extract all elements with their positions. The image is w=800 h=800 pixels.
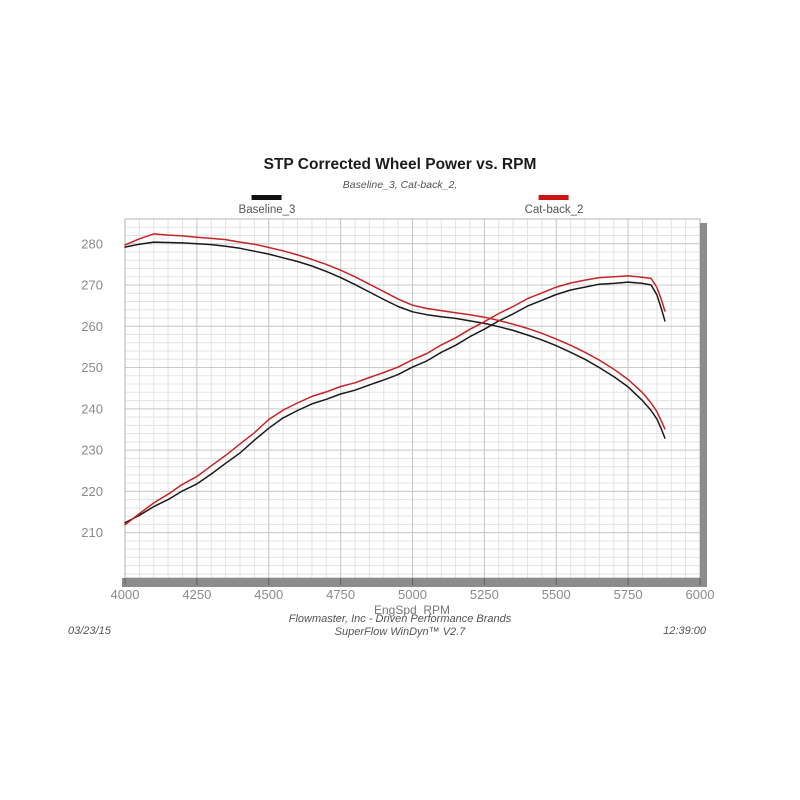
footer-date: 03/23/15	[68, 625, 111, 637]
footer-company: Flowmaster, Inc - Driven Performance Bra…	[288, 613, 512, 625]
x-tick-label: 4750	[326, 587, 355, 602]
y-tick-label: 230	[81, 443, 103, 458]
series-line-cat-back-2-power	[124, 275, 666, 526]
y-tick-label: 280	[81, 236, 103, 251]
axis-shadow-bottom	[122, 578, 707, 587]
legend-item-cat-back-2: Cat-back_2	[524, 195, 584, 216]
footer-time: 12:39:00	[663, 625, 706, 637]
series-line-cat-back-2-torque	[124, 233, 666, 430]
y-tick-label: 250	[81, 360, 103, 375]
chart-title: STP Corrected Wheel Power vs. RPM	[263, 156, 537, 173]
x-tick-label: 5750	[614, 587, 643, 602]
x-tick-label: 6000	[686, 587, 715, 602]
x-tick-label: 5250	[470, 587, 499, 602]
series-line-baseline-3-power	[124, 281, 666, 524]
series-line-baseline-3-torque	[124, 241, 666, 439]
chart-subtitle: Baseline_3, Cat-back_2,	[342, 179, 458, 191]
x-tick-label: 4500	[254, 587, 283, 602]
axis-shadow-right	[700, 223, 707, 586]
y-tick-label: 210	[81, 525, 103, 540]
x-tick-label: 4250	[182, 587, 211, 602]
x-tick-label: 4000	[111, 587, 140, 602]
legend-label-baseline-3: Baseline_3	[238, 204, 296, 216]
legend-swatch-cat-back-2	[539, 195, 569, 200]
x-axis-title: EngSpd RPM	[373, 603, 451, 617]
y-tick-label: 220	[81, 484, 103, 499]
y-tick-label: 240	[81, 401, 103, 416]
footer-software: SuperFlow WinDyn™ V2.7	[334, 626, 466, 638]
y-tick-label: 260	[81, 319, 103, 334]
legend-swatch-baseline-3	[252, 195, 282, 200]
legend-label-cat-back-2: Cat-back_2	[524, 204, 584, 216]
x-tick-label: 5000	[398, 587, 427, 602]
legend-item-baseline-3: Baseline_3	[238, 195, 296, 216]
x-tick-label: 5500	[542, 587, 571, 602]
y-tick-label: 270	[81, 278, 103, 293]
